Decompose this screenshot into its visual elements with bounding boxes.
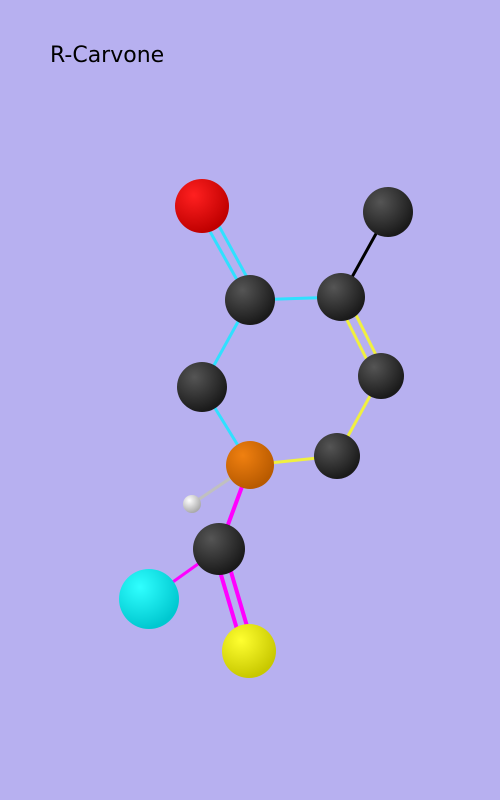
atom [183,495,201,513]
atom [314,433,360,479]
atom [119,569,179,629]
atom [226,441,274,489]
atoms [119,179,413,678]
atom [193,523,245,575]
atom [358,353,404,399]
molecule-title: R-Carvone [50,43,165,68]
atom [177,362,227,412]
atom [222,624,276,678]
atom [175,179,229,233]
atom [317,273,365,321]
bonds [147,202,390,655]
atom [225,275,275,325]
atom [363,187,413,237]
